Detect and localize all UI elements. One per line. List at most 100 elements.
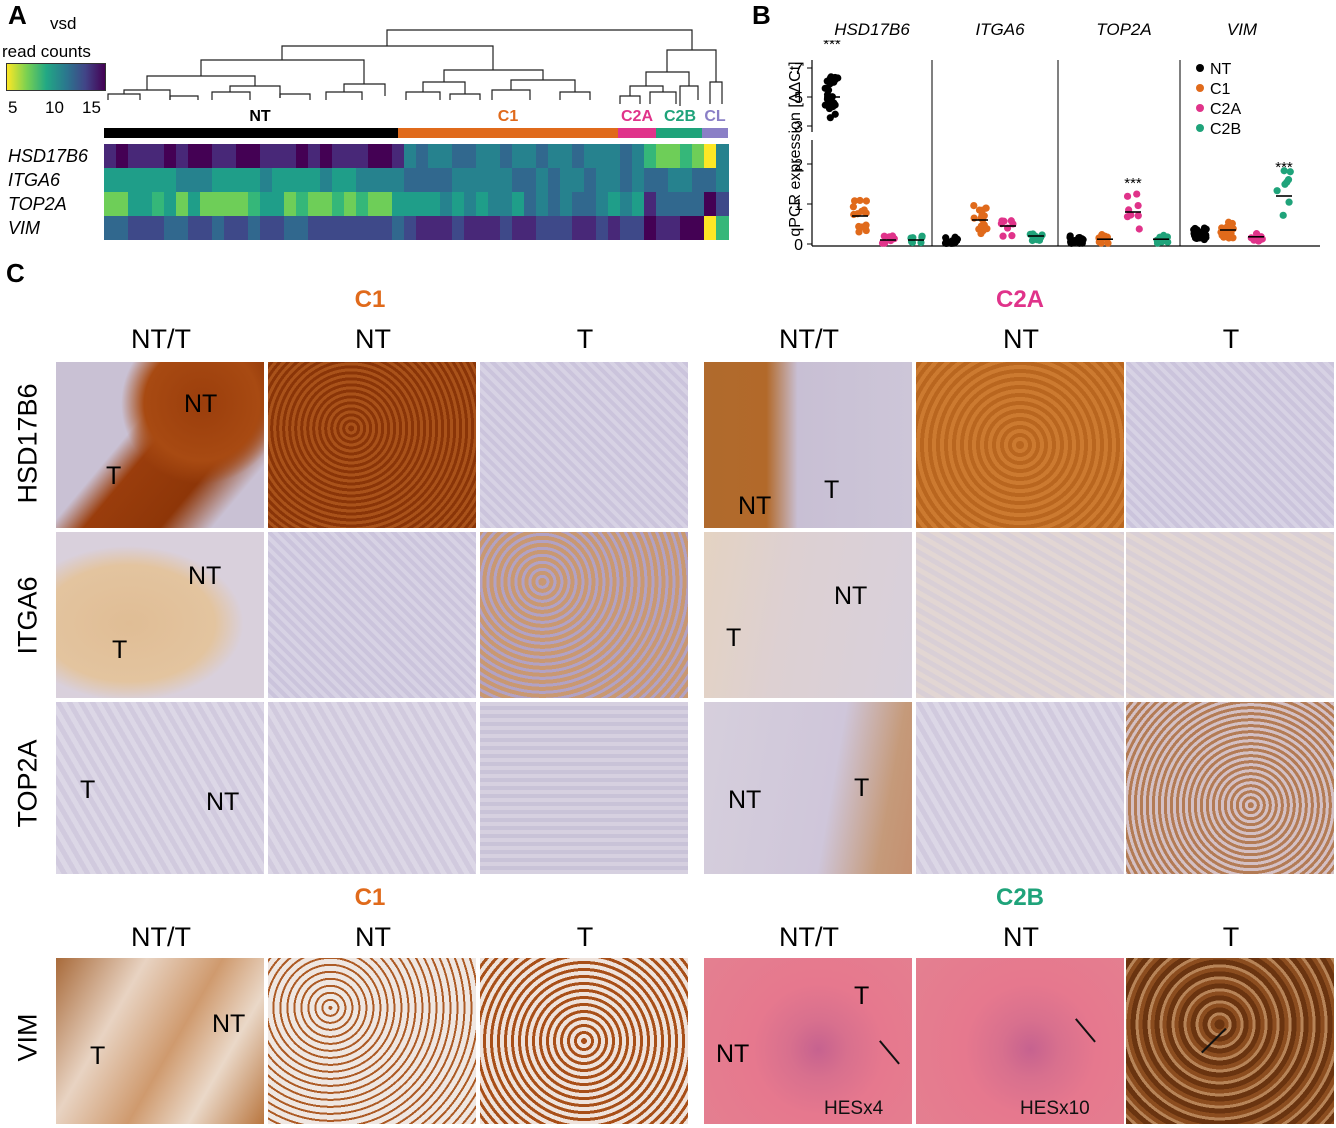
significance-stars: *** bbox=[1275, 159, 1293, 176]
heatmap-cell bbox=[476, 144, 489, 168]
heatmap-cell bbox=[620, 144, 633, 168]
significance-stars: *** bbox=[1124, 175, 1142, 192]
heatmap-cell bbox=[512, 144, 525, 168]
heatmap-cell bbox=[236, 144, 249, 168]
heatmap-cell bbox=[560, 216, 573, 240]
heatmap-cell bbox=[392, 192, 405, 216]
heatmap-cell bbox=[212, 168, 225, 192]
histology-tile-vim-2 bbox=[268, 958, 476, 1124]
heatmap-cell bbox=[380, 168, 393, 192]
heatmap-cell bbox=[416, 216, 429, 240]
data-point bbox=[1279, 211, 1287, 219]
heatmap-cell bbox=[164, 168, 177, 192]
dendrogram-branch bbox=[279, 93, 311, 100]
data-point bbox=[1127, 211, 1135, 219]
heatmap-cell bbox=[296, 192, 309, 216]
data-point bbox=[1104, 239, 1112, 247]
histology-tile-itga6-3 bbox=[480, 532, 688, 698]
heatmap-cell bbox=[668, 144, 681, 168]
panel-c-top-group-c1: C1 bbox=[354, 286, 386, 313]
panel-c-letter: C bbox=[6, 258, 25, 288]
heatmap-cell bbox=[512, 216, 525, 240]
heatmap-cell bbox=[260, 144, 273, 168]
tile-label-nt: NT bbox=[188, 562, 222, 590]
heatmap-cell bbox=[296, 216, 309, 240]
qpcr-title-itga6: ITGA6 bbox=[975, 20, 1025, 39]
histology-tile-top2a-3 bbox=[480, 702, 688, 874]
heatmap-cell bbox=[692, 144, 705, 168]
col-head-2: NT bbox=[355, 324, 391, 354]
heatmap-cell bbox=[488, 168, 501, 192]
heatmap-cell bbox=[572, 192, 585, 216]
heatmap-cell bbox=[644, 144, 657, 168]
dendrogram-branch bbox=[679, 85, 699, 106]
heatmap-cell bbox=[488, 216, 501, 240]
heatmap-cell bbox=[128, 216, 141, 240]
heatmap-cell bbox=[164, 216, 177, 240]
tile-label-nt: NT bbox=[184, 390, 218, 418]
data-point bbox=[826, 114, 834, 122]
dendrogram-branch bbox=[559, 91, 591, 100]
heatmap-cell bbox=[224, 144, 237, 168]
heatmap-cell bbox=[356, 192, 369, 216]
heatmap-cell bbox=[188, 192, 201, 216]
heatmap-cell bbox=[536, 168, 549, 192]
data-point bbox=[878, 239, 887, 247]
heatmap-row-label-vim: VIM bbox=[8, 218, 41, 238]
heatmap-cell bbox=[548, 168, 561, 192]
arrow-icon bbox=[1075, 1018, 1096, 1043]
heatmap-cell bbox=[104, 168, 117, 192]
data-point bbox=[855, 228, 863, 236]
histology-tile-vim-4: NT T HESx4 bbox=[704, 958, 912, 1124]
heatmap-cell bbox=[128, 144, 141, 168]
panel-b-letter: B bbox=[752, 0, 771, 30]
heatmap-row-label-hsd17b6: HSD17B6 bbox=[8, 146, 89, 166]
histology-tile-vim-5: HESx10 bbox=[916, 958, 1124, 1124]
data-point bbox=[918, 233, 926, 241]
heatmap-cell bbox=[176, 216, 189, 240]
heatmap-cell bbox=[332, 192, 345, 216]
data-point bbox=[978, 211, 986, 220]
heatmap-cell bbox=[560, 144, 573, 168]
heatmap-cell bbox=[188, 168, 201, 192]
heatmap-cell bbox=[668, 192, 681, 216]
heatmap-cell bbox=[716, 216, 729, 240]
colorbar bbox=[6, 63, 106, 91]
dendrogram-branch bbox=[491, 89, 531, 100]
col-head-1: NT/T bbox=[131, 324, 191, 354]
y-tick-label: 5 bbox=[794, 90, 803, 107]
heatmap-cell bbox=[584, 168, 597, 192]
data-point bbox=[855, 222, 863, 231]
heatmap-cell bbox=[152, 192, 165, 216]
tile-label-t: T bbox=[854, 982, 870, 1010]
heatmap-cell bbox=[236, 192, 249, 216]
histology-tile-top2a-6 bbox=[1126, 702, 1334, 874]
heatmap-cell bbox=[704, 216, 717, 240]
heatmap-cell bbox=[572, 144, 585, 168]
heatmap-cell bbox=[428, 192, 441, 216]
heatmap-cell bbox=[116, 216, 129, 240]
col-head-3: T bbox=[576, 324, 594, 354]
hes-magnification-label: HESx4 bbox=[824, 1098, 884, 1119]
heatmap-cell bbox=[200, 216, 213, 240]
data-point bbox=[1273, 187, 1281, 195]
row-label-hsd17b6: HSD17B6 bbox=[12, 383, 43, 504]
heatmap-cell bbox=[308, 192, 321, 216]
heatmap-cell bbox=[116, 192, 129, 216]
heatmap-cell bbox=[536, 144, 549, 168]
tile-label-nt: NT bbox=[206, 788, 240, 816]
data-point bbox=[1227, 229, 1235, 237]
heatmap-cell bbox=[716, 168, 729, 192]
heatmap-cell bbox=[416, 192, 429, 216]
heatmap-cell bbox=[548, 216, 561, 240]
data-point bbox=[1286, 168, 1294, 176]
heatmap-cell bbox=[608, 168, 621, 192]
tile-label-nt: NT bbox=[738, 492, 772, 520]
heatmap-cell bbox=[656, 192, 669, 216]
heatmap-cell bbox=[284, 216, 297, 240]
heatmap-cell bbox=[632, 192, 645, 216]
heatmap-cell bbox=[212, 144, 225, 168]
heatmap-cell bbox=[584, 216, 597, 240]
heatmap-cell bbox=[140, 144, 153, 168]
heatmap-cell bbox=[632, 168, 645, 192]
